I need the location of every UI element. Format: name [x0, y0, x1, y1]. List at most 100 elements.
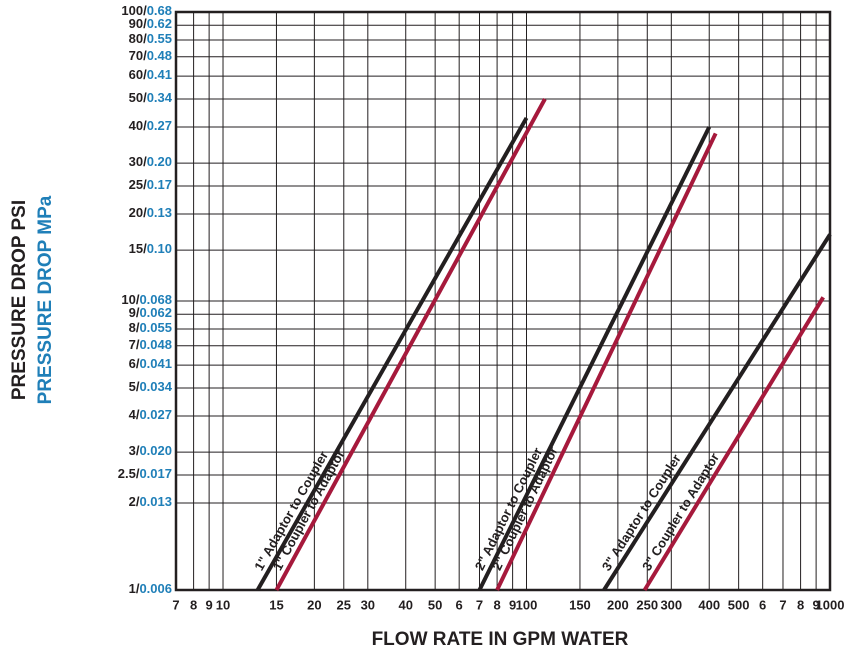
y-tick-mpa: 0.13 [147, 205, 172, 220]
y-tick-label: 4/0.027 [129, 407, 172, 422]
series-line [642, 296, 825, 592]
y-tick-label: 60/0.41 [129, 68, 172, 83]
y-tick-mpa: 0.27 [147, 118, 172, 133]
y-tick-label: 3/0.020 [129, 444, 172, 459]
y-tick-mpa: 0.006 [139, 581, 172, 596]
x-tick-label: 1000 [816, 597, 845, 612]
y-tick-separator: / [136, 337, 140, 352]
y-tick-mpa: 0.068 [139, 292, 172, 307]
y-tick-separator: / [143, 17, 147, 32]
y-tick-psi: 70 [129, 48, 143, 63]
y-tick-label: 15/0.10 [129, 242, 172, 257]
y-tick-separator: / [143, 177, 147, 192]
y-tick-mpa: 0.013 [139, 494, 172, 509]
y-tick-label: 10/0.068 [121, 292, 172, 307]
y-tick-label: 2/0.013 [129, 494, 172, 509]
y-tick-label: 40/0.27 [129, 118, 172, 133]
y-axis-title: PRESSURE DROP PSI [9, 200, 30, 400]
y-tick-label: 90/0.62 [129, 17, 172, 32]
y-axis-title-mpa: PRESSURE DROP MPa [35, 195, 56, 404]
x-tick-label: 400 [698, 597, 720, 612]
y-tick-mpa: 0.10 [147, 242, 172, 257]
x-tick-label: 40 [398, 597, 412, 612]
y-tick-separator: / [143, 31, 147, 46]
y-tick-psi: 9 [129, 306, 136, 321]
y-tick-separator: / [143, 155, 147, 170]
y-tick-mpa: 0.048 [139, 337, 172, 352]
y-tick-label: 5/0.034 [129, 379, 173, 394]
y-tick-psi: 10 [121, 292, 135, 307]
x-tick-label: 200 [607, 597, 629, 612]
y-tick-separator: / [136, 379, 140, 394]
x-tick-label: 6 [759, 597, 766, 612]
y-tick-mpa: 0.48 [147, 48, 172, 63]
y-tick-label: 6/0.041 [129, 357, 172, 372]
x-tick-label: 150 [569, 597, 591, 612]
y-tick-separator: / [136, 320, 140, 335]
y-tick-mpa: 0.20 [147, 155, 172, 170]
y-tick-separator: / [136, 407, 140, 422]
x-tick-label: 9 [812, 597, 819, 612]
y-tick-psi: 2.5 [118, 466, 136, 481]
y-tick-label: 9/0.062 [129, 306, 172, 321]
x-tick-label: 100 [516, 597, 538, 612]
y-tick-label: 50/0.34 [129, 90, 173, 105]
x-tick-label: 8 [797, 597, 804, 612]
x-tick-label: 300 [660, 597, 682, 612]
y-tick-mpa: 0.020 [139, 444, 172, 459]
series-line [495, 132, 718, 591]
y-tick-separator: / [143, 242, 147, 257]
y-tick-mpa: 0.034 [139, 379, 172, 394]
y-tick-separator: / [136, 581, 140, 596]
y-tick-separator: / [143, 90, 147, 105]
x-tick-label: 8 [190, 597, 197, 612]
y-tick-psi: 3 [129, 444, 136, 459]
y-tick-label: 100/0.68 [121, 3, 172, 18]
y-tick-psi: 20 [129, 205, 143, 220]
plot-frame [174, 10, 832, 592]
y-tick-mpa: 0.017 [139, 466, 172, 481]
y-tick-psi: 1 [129, 581, 136, 596]
y-tick-mpa: 0.41 [147, 68, 172, 83]
y-tick-separator: / [136, 306, 140, 321]
y-tick-psi: 30 [129, 155, 143, 170]
x-tick-label: 7 [172, 597, 179, 612]
y-tick-psi: 8 [129, 320, 136, 335]
y-tick-psi: 60 [129, 68, 143, 83]
x-tick-label: 9 [509, 597, 516, 612]
y-tick-psi: 40 [129, 118, 143, 133]
y-tick-psi: 80 [129, 31, 143, 46]
x-tick-label: 20 [307, 597, 321, 612]
x-tick-label: 15 [269, 597, 283, 612]
y-tick-separator: / [143, 68, 147, 83]
y-tick-psi: 90 [129, 17, 143, 32]
x-tick-label: 500 [728, 597, 750, 612]
y-tick-label: 80/0.55 [129, 31, 172, 46]
y-tick-mpa: 0.027 [139, 407, 172, 422]
x-tick-label: 8 [493, 597, 500, 612]
y-tick-label: 25/0.17 [129, 177, 172, 192]
series-line [255, 116, 529, 591]
y-tick-mpa: 0.041 [139, 357, 172, 372]
y-tick-psi: 7 [129, 337, 136, 352]
y-tick-psi: 50 [129, 90, 143, 105]
x-tick-label: 50 [428, 597, 442, 612]
x-tick-label: 9 [206, 597, 213, 612]
y-tick-psi: 15 [129, 242, 143, 257]
y-tick-mpa: 0.68 [147, 3, 172, 18]
x-axis-title: FLOW RATE IN GPM WATER [372, 629, 629, 650]
x-tick-label: 6 [456, 597, 463, 612]
y-tick-psi: 5 [129, 379, 136, 394]
y-tick-separator: / [136, 357, 140, 372]
y-tick-label: 8/0.055 [129, 320, 172, 335]
y-tick-psi: 100 [121, 3, 143, 18]
x-tick-label: 7 [476, 597, 483, 612]
y-tick-separator: / [136, 292, 140, 307]
x-tick-label: 30 [361, 597, 375, 612]
y-tick-mpa: 0.34 [147, 90, 173, 105]
y-tick-separator: / [136, 444, 140, 459]
y-tick-mpa: 0.062 [139, 306, 172, 321]
y-tick-mpa: 0.62 [147, 17, 172, 32]
y-tick-label: 20/0.13 [129, 205, 172, 220]
